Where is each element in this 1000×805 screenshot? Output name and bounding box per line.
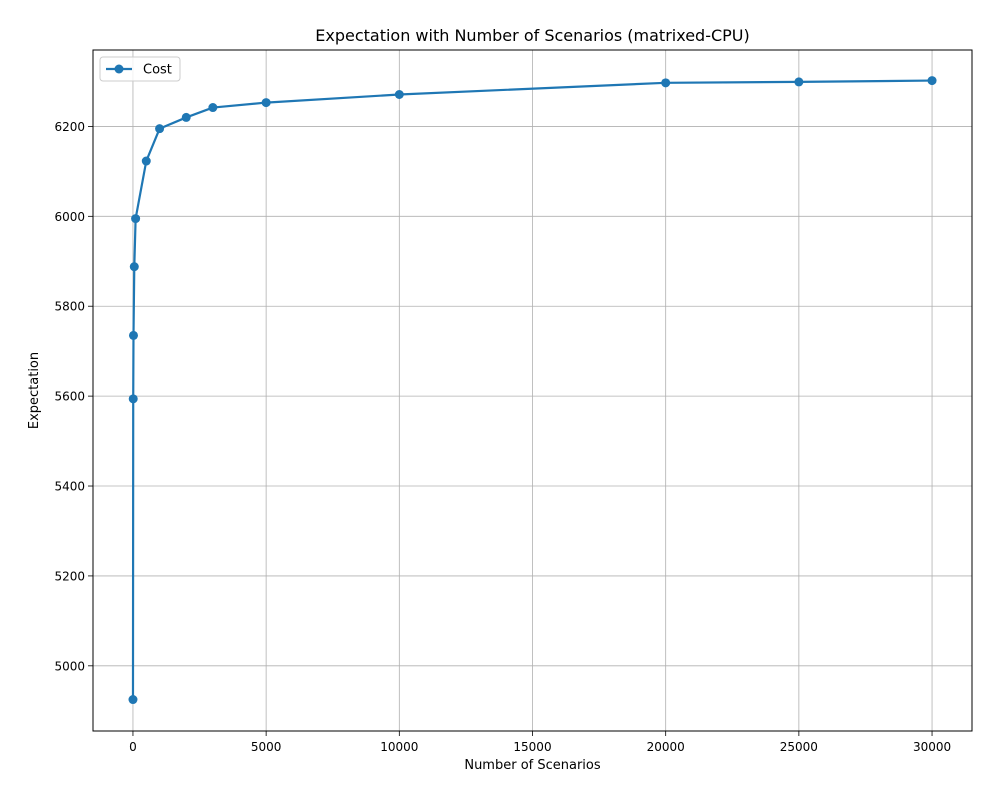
x-axis-ticks: 0 5000 10000 15000 20000 25000 30000 [129, 731, 951, 754]
data-point [141, 156, 151, 166]
series-line [131, 79, 933, 700]
y-tick-label: 5400 [54, 480, 85, 494]
y-axis-ticks: 5000 5200 5400 5600 5800 6000 6200 [54, 120, 93, 673]
data-point [129, 262, 139, 272]
data-point [794, 77, 804, 87]
x-axis-label: Number of Scenarios [464, 758, 601, 773]
legend-box [99, 56, 181, 82]
data-point [661, 78, 671, 88]
x-tick-label: 5000 [251, 740, 282, 754]
x-tick-label: 10000 [380, 740, 418, 754]
data-point [394, 90, 404, 100]
y-tick-label: 5600 [54, 390, 85, 404]
series-layer [128, 76, 937, 705]
x-tick-label: 15000 [513, 740, 551, 754]
legend-label: Cost [143, 63, 172, 78]
x-tick-label: 0 [129, 740, 137, 754]
data-point [181, 112, 191, 122]
legend-marker-swatch [114, 64, 124, 74]
data-point [128, 330, 138, 340]
data-point [155, 124, 165, 134]
data-point [128, 695, 138, 705]
y-tick-label: 5200 [54, 569, 85, 583]
data-point [261, 98, 271, 108]
x-tick-label: 20000 [647, 740, 685, 754]
x-tick-label: 25000 [780, 740, 818, 754]
chart-title: Expectation with Number of Scenarios (ma… [315, 26, 750, 45]
data-point [208, 103, 218, 113]
y-tick-label: 6000 [54, 210, 85, 224]
data-point [927, 76, 937, 86]
data-point [128, 394, 138, 404]
legend: Cost [99, 56, 181, 82]
grid-lines [93, 50, 972, 731]
y-tick-label: 6200 [54, 120, 85, 134]
x-tick-label: 30000 [913, 740, 951, 754]
y-tick-label: 5800 [54, 300, 85, 314]
y-axis-label: Expectation [27, 352, 42, 429]
y-tick-label: 5000 [54, 659, 85, 673]
data-point [131, 214, 141, 224]
